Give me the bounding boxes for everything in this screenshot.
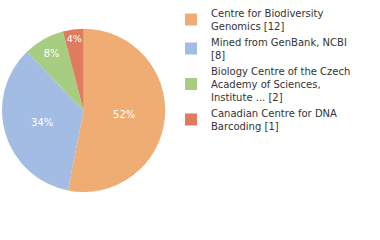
- svg-text:52%: 52%: [113, 109, 135, 120]
- svg-text:Mined from GenBank, NCBI[8]: Mined from GenBank, NCBI[8]: [211, 37, 347, 61]
- svg-text:Centre for BiodiversityGenomic: Centre for BiodiversityGenomics [12]: [211, 8, 324, 32]
- svg-text:Biology Centre of the CzechAca: Biology Centre of the CzechAcademy of Sc…: [211, 66, 350, 103]
- svg-text:8%: 8%: [44, 48, 60, 59]
- svg-text:Canadian Centre for DNABarcodi: Canadian Centre for DNABarcoding [1]: [211, 108, 337, 132]
- svg-text:4%: 4%: [67, 33, 82, 44]
- svg-text:34%: 34%: [31, 117, 53, 128]
